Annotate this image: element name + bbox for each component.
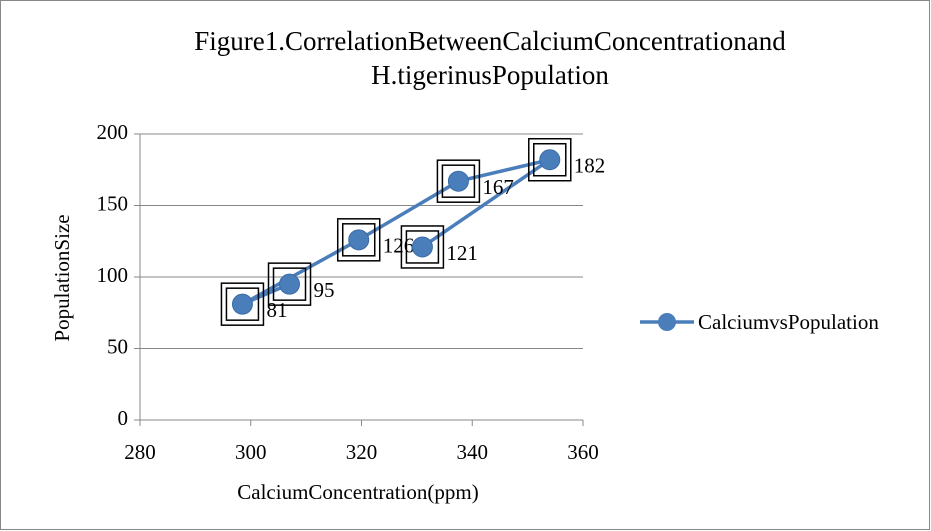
chart-title: Figure1.CorrelationBetweenCalciumConcent… (194, 26, 786, 56)
marker-frame (336, 218, 381, 262)
data-label: 126 (383, 234, 415, 258)
x-tick-label: 340 (457, 440, 489, 464)
y-tick-label: 0 (118, 406, 129, 430)
data-label: 121 (446, 241, 478, 265)
x-axis-label: CalciumConcentration(ppm) (237, 480, 478, 504)
point (447, 170, 469, 192)
data-label: 167 (482, 175, 514, 199)
marker-frame (400, 225, 445, 269)
marker-frame (272, 267, 307, 301)
marker-frame (225, 287, 260, 321)
y-tick-label: 100 (97, 263, 129, 287)
marker-frame (405, 230, 440, 264)
x-tick-label: 360 (567, 440, 599, 464)
data-label: 95 (314, 278, 335, 302)
x-tick-label: 300 (235, 440, 267, 464)
marker-frame (436, 159, 481, 203)
legend-marker (658, 313, 676, 331)
x-tick-label: 320 (346, 440, 378, 464)
marker-frame (341, 223, 376, 257)
y-tick-label: 200 (97, 120, 129, 144)
marker-frame (267, 262, 312, 306)
legend-label: CalciumvsPopulation (698, 310, 879, 334)
data-label: 81 (266, 298, 287, 322)
data-label: 182 (574, 154, 606, 178)
point (279, 273, 301, 295)
marker-frame (220, 282, 265, 326)
y-axis-label: PopulationSize (50, 214, 74, 341)
x-tick-label: 280 (124, 440, 156, 464)
point (539, 149, 561, 171)
marker-frame (528, 137, 572, 182)
point (231, 293, 253, 315)
marker-frame (533, 142, 567, 177)
y-tick-label: 150 (97, 191, 129, 215)
point (348, 229, 370, 251)
y-tick-label: 50 (107, 334, 128, 358)
point (411, 236, 433, 258)
chart-title: H.tigerinusPopulation (371, 60, 609, 90)
marker-frame (441, 164, 476, 198)
